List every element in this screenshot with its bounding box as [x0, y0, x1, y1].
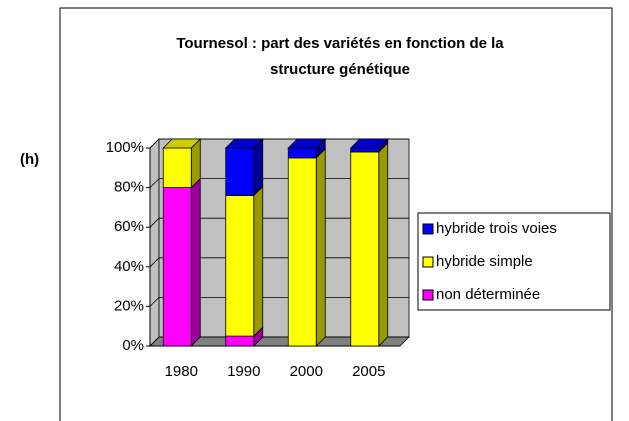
grid-line — [149, 336, 160, 347]
bar — [162, 147, 192, 188]
legend-swatch — [422, 256, 434, 268]
x-tick-label: 1980 — [165, 363, 198, 380]
legend-swatch — [422, 289, 434, 301]
bar-side — [190, 177, 201, 347]
bar — [287, 147, 317, 159]
x-tick-label: 2000 — [290, 363, 323, 380]
y-tick-label: 0% — [122, 337, 144, 354]
bar — [225, 335, 255, 347]
legend — [417, 212, 611, 311]
bar-top — [287, 138, 327, 149]
bar-top — [162, 138, 202, 149]
legend-label: hybride trois voies — [436, 220, 557, 237]
bar — [287, 157, 317, 347]
y-tick-label: 40% — [114, 258, 144, 275]
bar-side — [253, 185, 264, 338]
x-tick-label: 2005 — [352, 363, 385, 380]
y-tick-label: 80% — [114, 179, 144, 196]
grid-line — [149, 297, 160, 307]
legend-label: non déterminée — [436, 286, 540, 303]
legend-label: hybride simple — [436, 253, 533, 270]
x-tick-label: 1990 — [227, 363, 260, 380]
bar — [162, 187, 192, 347]
bar-side — [378, 141, 389, 347]
y-tick-label: 20% — [114, 297, 144, 314]
panel-label: (h) — [20, 151, 39, 168]
chart-title: structure génétique — [270, 61, 410, 78]
bar-side — [253, 138, 264, 197]
side-wall — [149, 138, 160, 347]
grid-line — [149, 138, 160, 149]
grid-line — [149, 178, 160, 188]
bar-top — [224, 138, 264, 149]
y-tick-label: 60% — [114, 218, 144, 235]
bar — [350, 151, 380, 347]
bar-side — [315, 147, 326, 347]
y-tick-label: 100% — [106, 139, 144, 156]
bar — [350, 147, 380, 153]
chart-title: Tournesol : part des variétés en fonctio… — [176, 35, 504, 52]
grid-line — [149, 257, 160, 268]
bar — [225, 195, 255, 337]
legend-swatch — [422, 223, 434, 235]
grid-line — [149, 217, 160, 228]
bar — [225, 147, 255, 196]
bar-top — [349, 138, 389, 149]
